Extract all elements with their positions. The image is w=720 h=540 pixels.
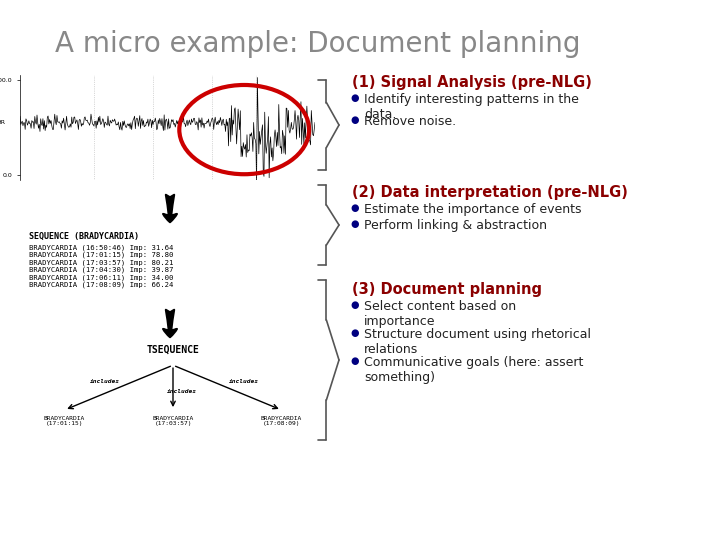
FancyBboxPatch shape (0, 0, 720, 540)
Text: ●: ● (350, 300, 359, 310)
Text: Communicative goals (here: assert
something): Communicative goals (here: assert someth… (364, 356, 583, 384)
Text: Structure document using rhetorical
relations: Structure document using rhetorical rela… (364, 328, 591, 356)
Text: Identify interesting patterns in the
data.: Identify interesting patterns in the dat… (364, 93, 579, 121)
Text: HR: HR (0, 120, 5, 125)
Text: ●: ● (350, 115, 359, 125)
Text: Estimate the importance of events: Estimate the importance of events (364, 203, 582, 216)
Text: Select content based on
importance: Select content based on importance (364, 300, 516, 328)
Text: (3) Document planning: (3) Document planning (352, 282, 542, 297)
Text: (1) Signal Analysis (pre-NLG): (1) Signal Analysis (pre-NLG) (352, 75, 592, 90)
Text: ●: ● (350, 219, 359, 229)
Text: Perform linking & abstraction: Perform linking & abstraction (364, 219, 547, 232)
Text: Remove noise.: Remove noise. (364, 115, 456, 128)
Text: BRADYCARDIA
(17:08:09): BRADYCARDIA (17:08:09) (261, 416, 302, 427)
Text: SEQUENCE (BRADYCARDIA): SEQUENCE (BRADYCARDIA) (29, 232, 139, 241)
Text: includes: includes (90, 380, 120, 384)
Text: ●: ● (350, 93, 359, 103)
Text: TSEQUENCE: TSEQUENCE (147, 344, 199, 354)
Text: ●: ● (350, 203, 359, 213)
Text: includes: includes (229, 380, 259, 384)
Text: BRADYCARDIA
(17:01:15): BRADYCARDIA (17:01:15) (44, 416, 85, 427)
Text: ●: ● (350, 328, 359, 338)
Text: A micro example: Document planning: A micro example: Document planning (55, 30, 580, 58)
Text: includes: includes (167, 389, 197, 394)
Text: BRADYCARDIA
(17:03:57): BRADYCARDIA (17:03:57) (153, 416, 194, 427)
Text: ●: ● (350, 356, 359, 366)
Text: (2) Data interpretation (pre-NLG): (2) Data interpretation (pre-NLG) (352, 185, 628, 200)
Text: BRADYCARDIA (16:50:46) Imp: 31.64
BRADYCARDIA (17:01:15) Imp: 78.80
BRADYCARDIA : BRADYCARDIA (16:50:46) Imp: 31.64 BRADYC… (29, 244, 174, 288)
